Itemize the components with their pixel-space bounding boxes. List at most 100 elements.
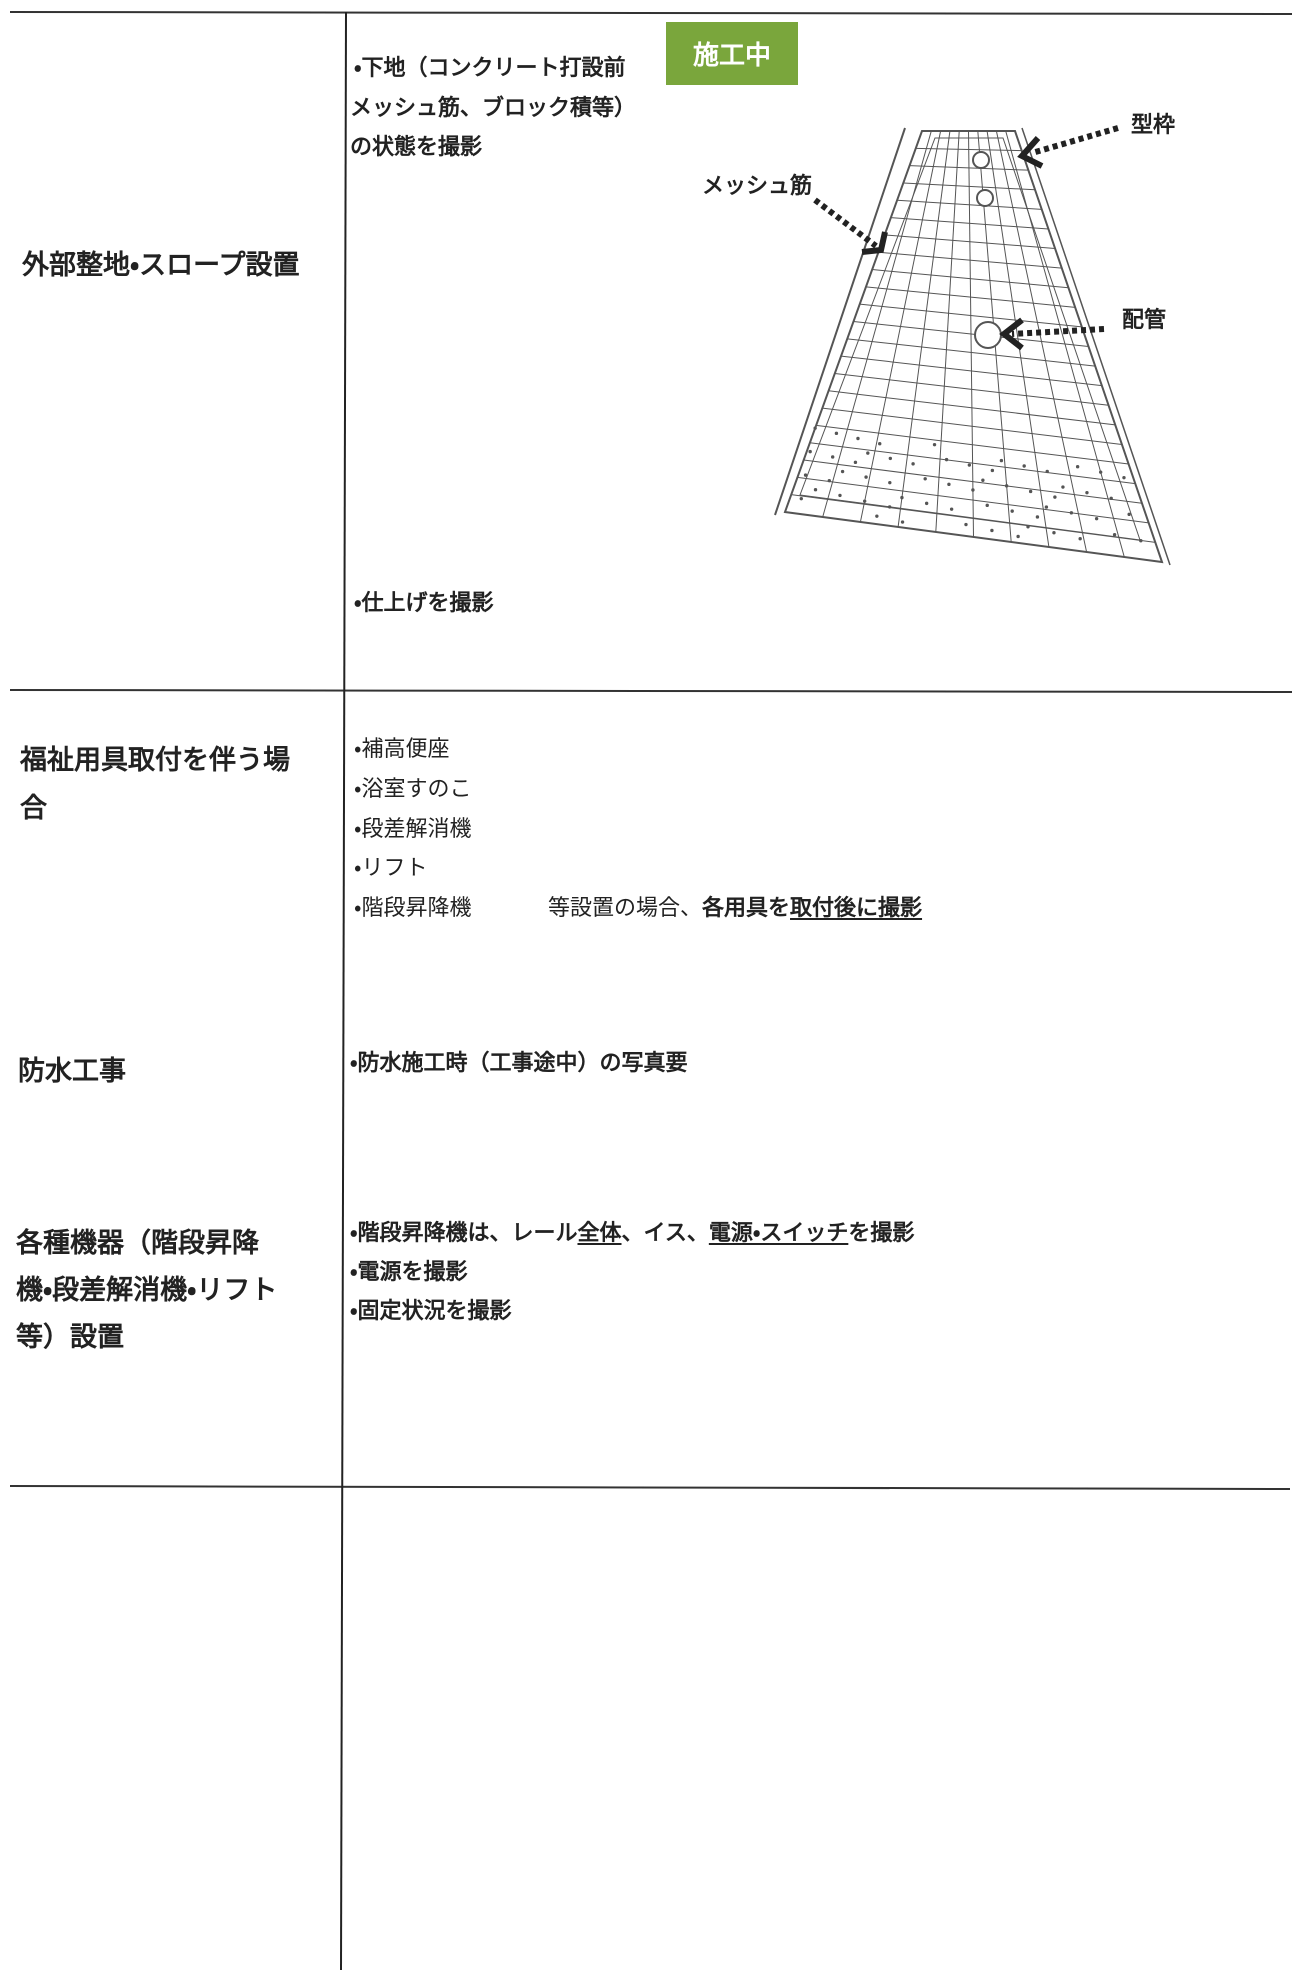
sketch-stroke [944,457,949,462]
item: ・仕上げを撮影 [354,591,494,616]
sketch-stroke [888,456,893,461]
row-label: 各種機器（階段昇降 [16,1228,259,1259]
sketch-stroke [1026,525,1030,529]
sketch-stroke [1044,505,1049,509]
note-part: 等設置の場合、 [548,896,703,921]
item: ・固定状況を撮影 [350,1299,512,1324]
sketch-stroke [900,520,905,524]
sketch-stroke [981,478,985,482]
note: 等設置の場合、各用具を取付後に撮影 [548,898,922,920]
sketch-stroke [1005,130,1125,558]
sketch-stroke [1127,512,1131,517]
sketch-stroke [1069,511,1074,515]
item-part: 電源・スイッチ [708,1221,849,1246]
sketch-stroke [923,477,927,481]
item: ・浴室すのこ [354,777,472,802]
sketch-stroke [1004,484,1009,488]
item-part: 、イス、 [621,1221,709,1246]
item: ・階段昇降機 [354,896,472,921]
sketch-stroke [947,482,951,487]
sketch-stroke [1021,127,1171,566]
sketch-stroke [964,522,968,527]
arrows [813,125,1119,337]
sketch-stroke [834,431,839,436]
sketch-stroke [827,478,831,483]
sketch-stroke [949,507,954,511]
note-part: 各用具を [702,896,791,921]
note-part: 取付後に撮影 [790,896,923,921]
sketch-stroke [911,462,915,466]
sketch-stroke [1045,469,1049,474]
callout: 型枠 [1131,113,1176,138]
item: ・補高便座 [354,737,450,762]
sketch-stroke [1016,534,1020,539]
sketch-stroke [1022,464,1026,468]
item: ・下地（コンクリート打設前 [354,56,626,81]
item: ・防水施工時（工事途中）の写真要 [350,1051,688,1076]
item: の状態を撮影 [350,135,483,160]
sketch-stroke [887,505,892,509]
sketch-stroke [897,130,951,528]
sketch-stroke [853,460,858,465]
sketch-stroke [1052,531,1056,535]
sketch-stroke [783,130,1164,564]
sketch-stroke [840,469,845,474]
sketch-stroke [1098,470,1103,474]
callout: 配管 [1122,308,1167,333]
slope-illustration [774,127,1171,566]
row-label: 機・段差解消機・リフト [16,1275,278,1306]
sketch-stroke [822,130,932,518]
sketch-stroke [932,442,937,447]
item: ・電源を撮影 [350,1260,468,1285]
sketch-stroke [985,503,989,508]
sketch-stroke [878,442,882,446]
sketch-stroke [1035,515,1040,519]
sketch-stroke [924,501,929,506]
sketch-stroke [838,493,842,498]
sketch-stroke [900,495,904,500]
sketch-stroke [866,451,870,455]
sketch-stroke [995,130,1088,553]
sketch-stroke [808,449,812,454]
sketch-stroke [972,151,990,169]
item: メッシュ筋、ブロック積等） [350,96,637,121]
sketch-stroke [971,488,975,492]
sketch-stroke [1139,538,1143,543]
column-rule [340,11,347,1970]
sketch-stroke [976,189,994,207]
sketch-stroke [968,130,974,538]
sketch-stroke [888,480,892,485]
sketch-stroke [813,488,818,492]
sketch-stroke [856,436,860,441]
sketch-stroke [967,463,972,467]
item: ・階段昇降機は、レール全体、イス、電源・スイッチを撮影 [350,1223,914,1245]
sketch-stroke [774,127,906,516]
sketch-stroke [1078,537,1082,541]
sketch-stroke [986,130,1050,548]
rule [9,689,1293,693]
sketch-stroke [974,321,1002,349]
sketch-stroke [859,130,942,523]
sketch-stroke [1085,490,1089,495]
item-part: 全体 [577,1221,622,1246]
sketch-stroke [830,455,835,459]
sketch-stroke [803,473,808,477]
item-part: を撮影 [848,1221,915,1246]
sketch-stroke [1061,485,1065,489]
row-label: 福祉用具取付を伴う場 [20,745,290,776]
sketch-stroke [1122,475,1126,480]
sketch-stroke [862,499,867,503]
item-part: ・階段昇降機は、レール [350,1221,578,1246]
callout: メッシュ筋 [702,174,813,199]
sketch-stroke [935,130,960,533]
sketch-stroke [990,528,994,533]
sketch-stroke [1028,489,1033,494]
item: ・リフト [354,856,428,881]
rule [9,1485,1291,1490]
row-label: 外部整地・スロープ設置 [22,250,300,281]
row-label: 防水工事 [18,1056,126,1087]
sketch-stroke [799,496,803,501]
row-label: 合 [20,793,47,824]
